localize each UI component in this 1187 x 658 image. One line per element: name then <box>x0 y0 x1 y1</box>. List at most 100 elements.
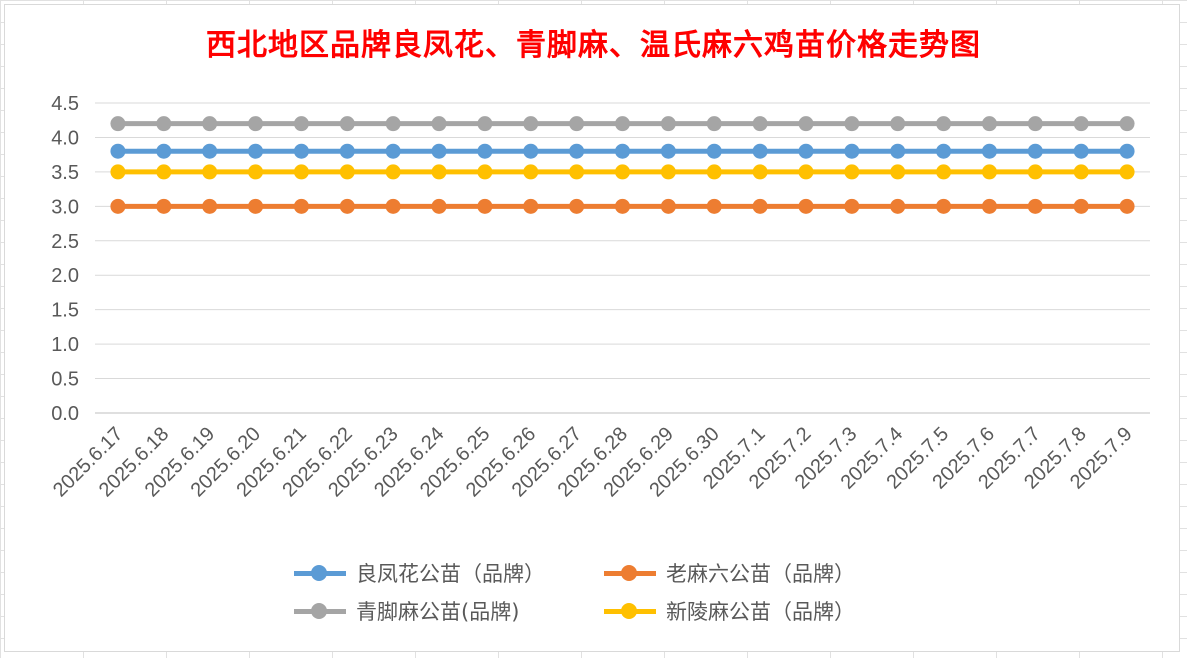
data-point <box>890 198 906 214</box>
data-point <box>293 164 309 180</box>
data-point <box>660 143 676 159</box>
data-point <box>1119 116 1135 132</box>
data-point <box>615 198 630 214</box>
data-point <box>110 116 126 132</box>
data-point <box>523 143 539 159</box>
y-tick-label: 2.5 <box>51 231 79 253</box>
data-point <box>339 143 355 159</box>
series-3 <box>110 164 1135 180</box>
data-point <box>248 143 264 159</box>
data-point <box>844 116 860 132</box>
data-point <box>339 198 355 214</box>
y-tick-label: 0.5 <box>51 369 79 391</box>
chart-area[interactable] <box>4 4 1180 652</box>
legend-item-3[interactable]: 新陵麻公苗（品牌） <box>600 594 855 628</box>
data-point <box>706 116 722 132</box>
legend-swatch-3 <box>600 594 660 628</box>
data-point <box>248 164 264 180</box>
data-point <box>1073 198 1089 214</box>
data-point <box>615 116 630 132</box>
data-point <box>248 198 264 214</box>
legend-label-0: 良凤花公苗（品牌） <box>356 562 545 586</box>
legend-marker-0 <box>311 565 327 581</box>
data-point <box>1073 143 1089 159</box>
data-point <box>202 116 218 132</box>
data-point <box>202 143 218 159</box>
data-point <box>569 116 585 132</box>
data-point <box>202 198 218 214</box>
y-tick-label: 3.5 <box>51 162 79 184</box>
data-point <box>752 164 768 180</box>
data-point <box>1073 164 1089 180</box>
data-point <box>569 143 585 159</box>
data-point <box>1027 198 1043 214</box>
data-point <box>798 116 814 132</box>
data-point <box>706 164 722 180</box>
data-point <box>431 143 447 159</box>
data-point <box>248 116 264 132</box>
data-point <box>752 198 768 214</box>
data-point <box>156 143 172 159</box>
data-point <box>890 116 906 132</box>
data-point <box>706 143 722 159</box>
data-point <box>339 116 355 132</box>
legend-swatch-1 <box>600 556 660 590</box>
legend-marker-3 <box>621 603 637 619</box>
data-point <box>1119 164 1135 180</box>
data-point <box>339 164 355 180</box>
data-point <box>798 198 814 214</box>
legend-label-2: 青脚麻公苗(品牌) <box>356 600 520 624</box>
data-point <box>293 143 309 159</box>
data-point <box>156 198 172 214</box>
data-point <box>523 198 539 214</box>
data-point <box>431 164 447 180</box>
legend-marker-2 <box>311 603 327 619</box>
data-point <box>660 116 676 132</box>
data-point <box>1073 116 1089 132</box>
data-point <box>936 116 952 132</box>
data-point <box>981 143 997 159</box>
legend-item-0[interactable]: 良凤花公苗（品牌） <box>290 556 545 590</box>
data-point <box>936 143 952 159</box>
data-point <box>981 116 997 132</box>
legend-label-1: 老麻六公苗（品牌） <box>666 562 855 586</box>
legend-label-3: 新陵麻公苗（品牌） <box>666 600 855 624</box>
series-1 <box>110 198 1135 214</box>
data-point <box>660 198 676 214</box>
data-point <box>385 164 401 180</box>
legend-marker-1 <box>621 565 637 581</box>
legend-swatch-0 <box>290 556 350 590</box>
y-tick-label: 4.5 <box>51 93 79 115</box>
data-point <box>477 116 493 132</box>
data-point <box>798 164 814 180</box>
data-point <box>385 116 401 132</box>
data-point <box>110 164 126 180</box>
y-tick-label: 1.0 <box>51 334 79 356</box>
data-point <box>202 164 218 180</box>
chart-title: 西北地区品牌良凤花、青脚麻、温氏麻六鸡苗价格走势图 <box>206 28 981 63</box>
y-tick-label: 1.5 <box>51 300 79 322</box>
data-point <box>706 198 722 214</box>
data-point <box>431 116 447 132</box>
data-point <box>981 164 997 180</box>
data-point <box>798 143 814 159</box>
data-point <box>156 164 172 180</box>
data-point <box>981 198 997 214</box>
data-point <box>293 198 309 214</box>
y-tick-label: 3.0 <box>51 196 79 218</box>
legend-item-2[interactable]: 青脚麻公苗(品牌) <box>290 594 519 628</box>
y-tick-label: 2.0 <box>51 265 79 287</box>
data-point <box>660 164 676 180</box>
data-point <box>615 164 630 180</box>
data-point <box>1119 198 1135 214</box>
data-point <box>156 116 172 132</box>
data-point <box>936 164 952 180</box>
data-point <box>523 164 539 180</box>
data-point <box>1027 164 1043 180</box>
legend-item-1[interactable]: 老麻六公苗（品牌） <box>600 556 855 590</box>
data-point <box>477 198 493 214</box>
data-point <box>110 198 126 214</box>
data-point <box>431 198 447 214</box>
data-point <box>844 143 860 159</box>
